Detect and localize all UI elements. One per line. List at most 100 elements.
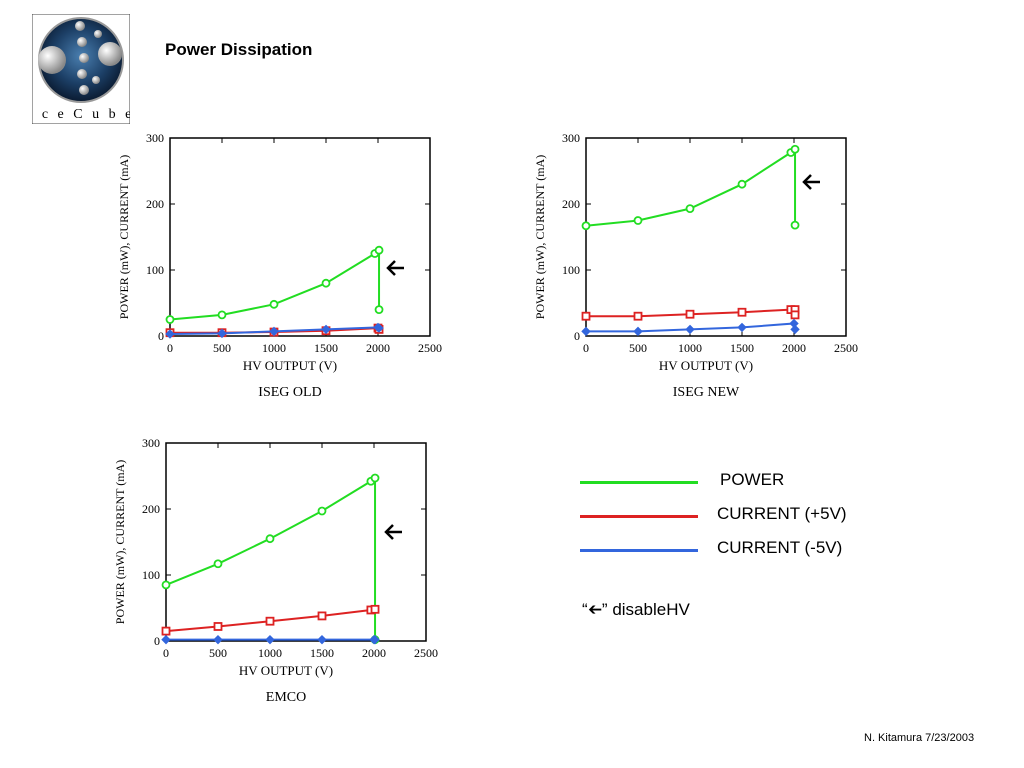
x-tick-label: 2000 (362, 646, 386, 660)
legend-item-power: POWER (580, 470, 900, 494)
legend-item-current-plus5v: CURRENT (+5V) (580, 504, 900, 528)
legend-swatch-current-plus5v (580, 515, 698, 518)
arrow-head (384, 524, 394, 540)
data-point (374, 323, 384, 333)
data-point (370, 634, 380, 645)
x-tick-label: 2500 (418, 341, 442, 355)
note-close-quote: ” (601, 600, 608, 619)
data-point (265, 616, 275, 626)
x-tick-label: 500 (629, 341, 647, 355)
y-tick-label: 300 (142, 436, 160, 450)
data-point (581, 326, 591, 337)
data-point (213, 634, 223, 645)
y-tick-label: 200 (146, 197, 164, 211)
x-tick-label: 0 (163, 646, 169, 660)
data-point (737, 307, 747, 317)
data-point (213, 559, 223, 569)
x-tick-label: 0 (583, 341, 589, 355)
plot-frame (585, 137, 847, 337)
x-tick-label: 2000 (782, 341, 806, 355)
data-point (317, 611, 327, 621)
note-open-quote: “ (582, 600, 588, 619)
data-point (165, 315, 175, 324)
data-point (790, 144, 800, 154)
y-tick-label: 100 (146, 263, 164, 277)
legend-label-power: POWER (720, 470, 785, 489)
x-tick-label: 1500 (730, 341, 754, 355)
data-point (161, 634, 171, 645)
data-point (790, 220, 800, 230)
data-point (633, 326, 643, 337)
x-axis-label: HV OUTPUT (V) (659, 358, 753, 373)
data-point (317, 634, 327, 645)
y-axis-label: POWER (mW), CURRENT (mA) (533, 155, 547, 319)
y-tick-label: 200 (142, 502, 160, 516)
data-point (581, 221, 591, 231)
x-tick-label: 500 (213, 341, 231, 355)
y-tick-label: 300 (146, 131, 164, 145)
series-line (169, 248, 381, 321)
x-tick-label: 500 (209, 646, 227, 660)
x-tick-label: 1500 (310, 646, 334, 660)
left-arrow-icon: ➔ (587, 600, 602, 620)
data-point (633, 311, 643, 321)
data-point (265, 534, 275, 544)
y-tick-label: 300 (562, 131, 580, 145)
arrow-head (386, 260, 396, 276)
legend-item-current-minus5v: CURRENT (-5V) (580, 538, 900, 562)
chart-title: ISEG OLD (258, 385, 321, 400)
chart-title: EMCO (266, 690, 306, 705)
data-point (213, 622, 223, 631)
x-tick-label: 2000 (366, 341, 390, 355)
y-tick-label: 0 (154, 634, 160, 648)
data-point (581, 311, 591, 321)
data-point (737, 179, 747, 189)
x-tick-label: 1000 (678, 341, 702, 355)
data-point (217, 328, 227, 339)
footer-credit: N. Kitamura 7/23/2003 (864, 732, 975, 744)
y-axis-label: POWER (mW), CURRENT (mA) (113, 460, 127, 624)
note-text: disableHV (612, 600, 690, 619)
logo-text: I c e C u b e (32, 107, 130, 122)
plot-frame (165, 442, 427, 642)
x-tick-label: 2500 (834, 341, 858, 355)
y-tick-label: 100 (562, 263, 580, 277)
data-point (269, 299, 279, 309)
disable-hv-note: “➔” disableHV (582, 600, 690, 620)
legend-swatch-power (580, 481, 698, 484)
legend-swatch-current-minus5v (580, 549, 698, 552)
data-point (217, 310, 227, 320)
y-tick-label: 200 (562, 197, 580, 211)
x-axis-label: HV OUTPUT (V) (243, 358, 337, 373)
icecube-logo: I c e C u b e (32, 14, 130, 124)
data-point (370, 604, 380, 614)
data-point (790, 310, 800, 320)
data-point (685, 204, 695, 214)
chart-iseg-old: 0 500 1000 1500 2000 2500 0 100 200 300 HV OUTPUT … (117, 131, 442, 400)
plot-frame (169, 137, 431, 337)
x-tick-label: 1000 (262, 341, 286, 355)
data-point (161, 580, 171, 590)
data-point (374, 305, 384, 315)
data-point (321, 278, 331, 288)
data-point (633, 216, 643, 225)
data-point (165, 329, 175, 339)
chart-title: ISEG NEW (673, 385, 740, 400)
left-arrow-icon (384, 524, 402, 540)
data-point (321, 324, 331, 335)
y-tick-label: 0 (158, 329, 164, 343)
left-arrow-icon (386, 260, 404, 276)
arrow-head (802, 174, 812, 190)
x-tick-label: 1500 (314, 341, 338, 355)
x-axis-label: HV OUTPUT (V) (239, 663, 333, 678)
data-point (265, 634, 275, 645)
page-title: Power Dissipation (165, 40, 313, 59)
legend-label-current-plus5v: CURRENT (+5V) (717, 504, 847, 523)
legend-label-current-minus5v: CURRENT (-5V) (717, 538, 843, 557)
data-point (374, 245, 384, 255)
data-point (269, 326, 279, 337)
x-tick-label: 2500 (414, 646, 438, 660)
x-tick-label: 1000 (258, 646, 282, 660)
chart-iseg-new: 0 500 1000 1500 2000 2500 0 100 200 300 HV OUTPUT … (533, 131, 858, 400)
data-point (790, 324, 800, 335)
